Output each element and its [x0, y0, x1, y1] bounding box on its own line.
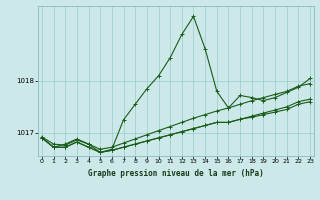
- X-axis label: Graphe pression niveau de la mer (hPa): Graphe pression niveau de la mer (hPa): [88, 169, 264, 178]
